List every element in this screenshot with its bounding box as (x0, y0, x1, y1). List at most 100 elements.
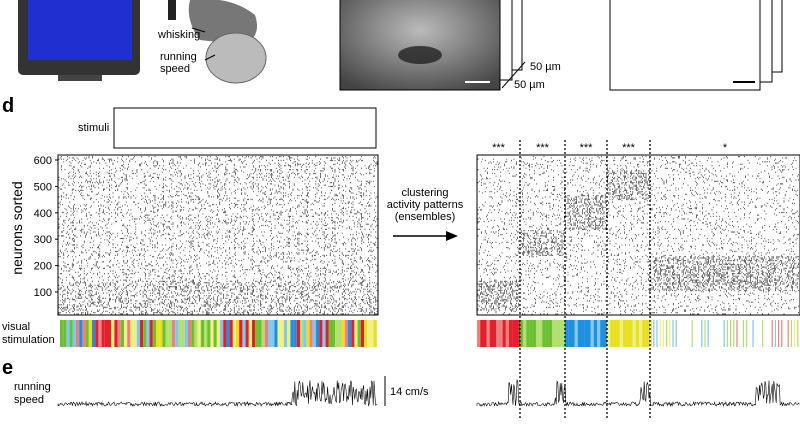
stim-bar (264, 320, 268, 347)
stim-bar (678, 320, 680, 347)
stim-bar (701, 320, 703, 347)
stim-bar (607, 320, 611, 347)
stim-bar (117, 320, 121, 347)
stim-bar (512, 320, 516, 347)
microscopy-stack (339, 0, 526, 91)
trace-label: speed (14, 394, 44, 406)
stim-label: stimulation (2, 334, 55, 346)
stim-bar (306, 320, 310, 347)
y-tick-label: 400 (34, 208, 52, 220)
stim-bar (223, 320, 227, 347)
stimuli-label: stimuli (78, 122, 109, 134)
stim-bar (114, 320, 118, 347)
stim-bar (63, 320, 67, 347)
raster (58, 156, 378, 315)
stim-bar (79, 320, 83, 347)
stim-bar (707, 320, 709, 347)
stim-bar (370, 320, 374, 347)
stim-bar (571, 320, 575, 347)
stim-bar (69, 320, 73, 347)
stim-bar (755, 320, 757, 347)
stim-bar (172, 320, 176, 347)
stim-bar (639, 320, 643, 347)
stim-bar (255, 320, 259, 347)
stim-bar (108, 320, 112, 347)
stim-bar (623, 320, 627, 347)
stim-bar (242, 320, 246, 347)
stim-bar (293, 320, 297, 347)
stim-bar (526, 320, 530, 347)
stim-bar (130, 320, 134, 347)
y-tick-label: 300 (34, 234, 52, 246)
stim-bar (309, 320, 313, 347)
stim-bar (146, 320, 150, 347)
stim-bar (787, 320, 789, 347)
stim-bar (140, 320, 144, 347)
scale-label: 50 µm (530, 61, 561, 73)
stim-bar (778, 320, 780, 347)
y-tick-label: 600 (34, 155, 52, 167)
arrow-text: activity patterns (387, 199, 464, 211)
stim-bar (645, 320, 649, 347)
stim-bar (338, 320, 342, 347)
stim-bar (280, 320, 284, 347)
stim-bar (688, 320, 690, 347)
stim-bar (188, 320, 192, 347)
stim-bar (797, 320, 799, 347)
stim-bar (351, 320, 355, 347)
stim-bar (790, 320, 792, 347)
stim-bar (532, 320, 537, 347)
monitor (18, 0, 140, 81)
significance: * (723, 142, 728, 154)
stim-bar (127, 320, 131, 347)
significance: *** (622, 142, 636, 154)
stim-bar (216, 320, 220, 347)
stim-bar (82, 320, 86, 347)
stim-bar (274, 320, 278, 347)
stim-bar (499, 320, 503, 347)
stim-bar (653, 320, 655, 347)
stim-bar (220, 320, 224, 347)
stim-bar (245, 320, 249, 347)
arrow-text: clustering (401, 187, 448, 199)
stim-bar (720, 320, 722, 347)
stim-bar (577, 320, 582, 347)
stim-bar (325, 320, 329, 347)
stim-bar (765, 320, 767, 347)
stim-bar (480, 320, 484, 347)
stim-bar (120, 320, 124, 347)
stim-bar (354, 320, 358, 347)
stim-bar (357, 320, 361, 347)
stim-bar (733, 320, 735, 347)
stim-bar (714, 320, 716, 347)
stim-bar (682, 320, 684, 347)
stim-bar (561, 320, 565, 347)
stim-bar (477, 320, 481, 347)
stim-bar (558, 320, 562, 347)
stim-bar (85, 320, 89, 347)
stim-bar (555, 320, 559, 347)
stim-bar (348, 320, 352, 347)
stim-bar (669, 320, 671, 347)
stim-bar (367, 320, 371, 347)
stim-bar (175, 320, 179, 347)
stim-bar (268, 320, 272, 347)
stim-bar (691, 320, 693, 347)
stim-bar (124, 320, 128, 347)
stim-bar (493, 320, 497, 347)
stim-bar (191, 320, 195, 347)
stim-bar (239, 320, 243, 347)
stim-bar (704, 320, 706, 347)
stim-bar (98, 320, 102, 347)
stim-bar (88, 320, 92, 347)
stim-bar (92, 320, 96, 347)
stim-bar (204, 320, 208, 347)
stim-bar (626, 320, 630, 347)
stim-bar (515, 320, 519, 347)
y-tick-label: 100 (34, 287, 52, 299)
stim-bar (781, 320, 783, 347)
stim-bar (726, 320, 728, 347)
stim-bar (165, 320, 169, 347)
stimuli-box (113, 107, 377, 149)
